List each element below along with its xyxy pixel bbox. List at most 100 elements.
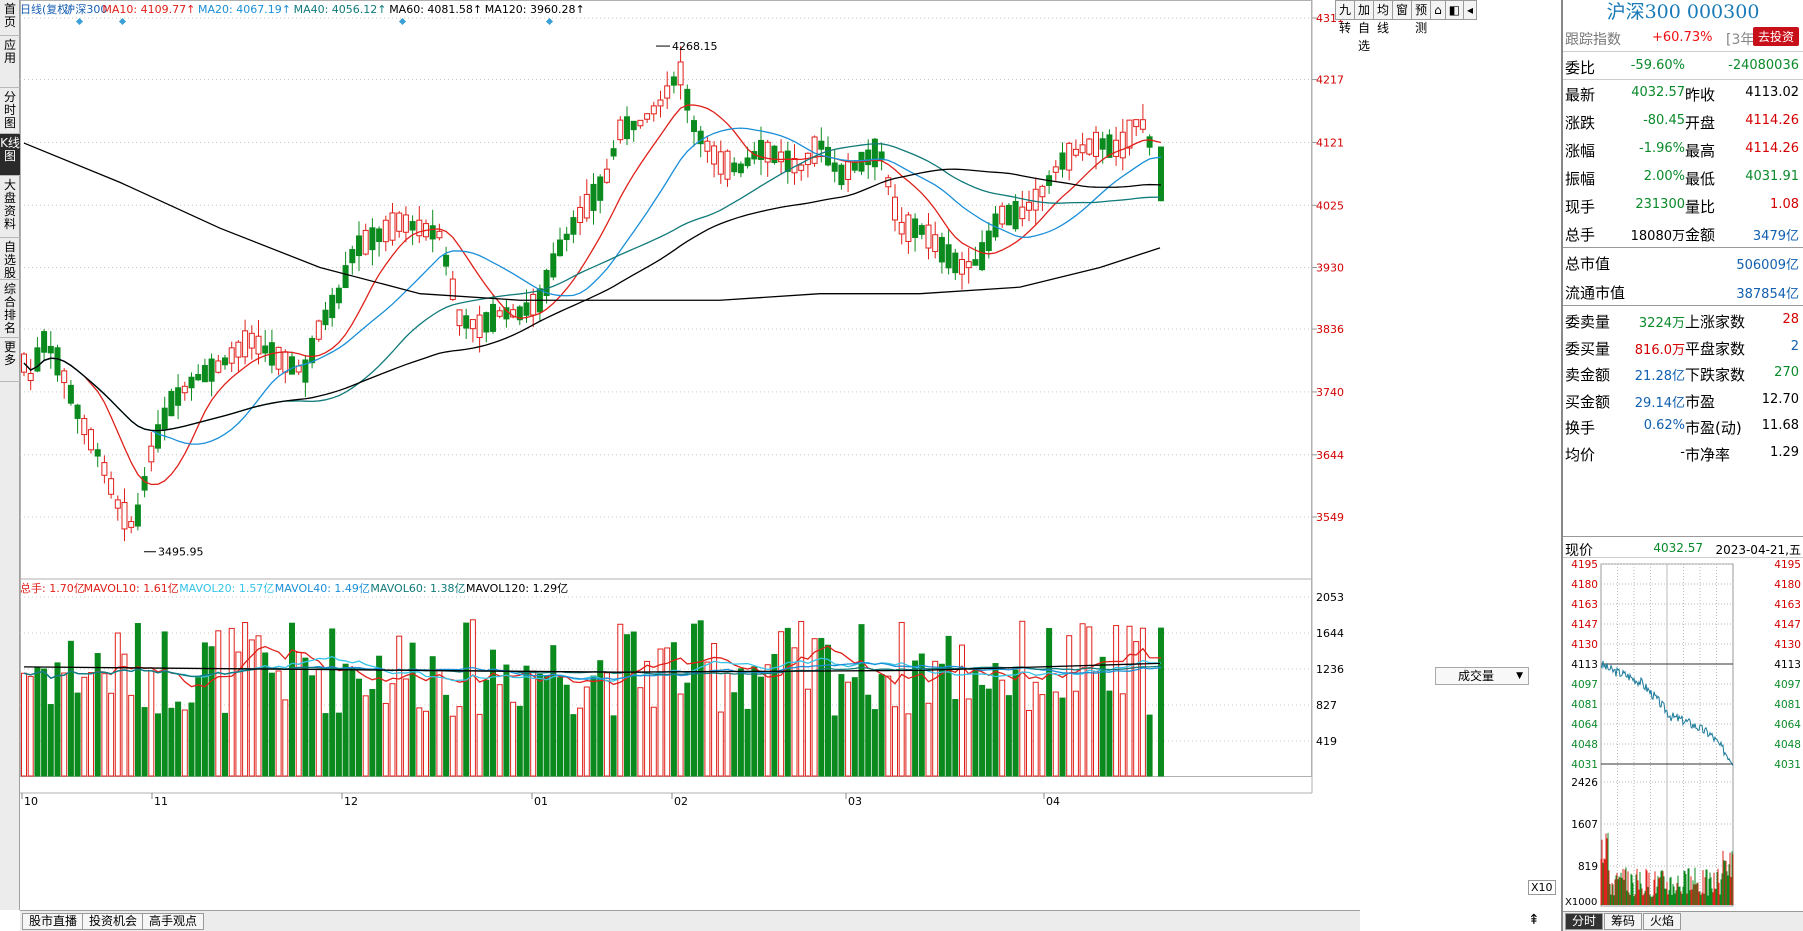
month-label: 04 — [1046, 795, 1060, 808]
candle-body — [429, 225, 436, 240]
quote-label-left-4: 现手 — [1565, 198, 1596, 216]
candle-body — [101, 462, 108, 476]
ma-legend-item-0: 日线(复权) — [20, 2, 73, 16]
left-nav-item-3[interactable]: K线图 — [0, 134, 20, 176]
volume-bar — [771, 653, 778, 777]
stat-value-right-4: 11.68 — [1761, 418, 1799, 433]
candle-body — [898, 221, 905, 235]
mini-left-axis-label: 4097 — [1571, 679, 1598, 691]
mini-tab-1[interactable]: 筹码 — [1604, 913, 1643, 930]
left-nav-item-4[interactable]: 大盘资料 — [0, 176, 20, 238]
toolbar-button-1[interactable]: 加自选 — [1354, 0, 1375, 53]
candle-body — [737, 163, 744, 174]
left-nav-item-5[interactable]: 自选股 — [0, 238, 20, 280]
candle-body — [47, 345, 54, 354]
toolbar-button-7[interactable]: ◂ — [1463, 0, 1478, 20]
volume-bar — [938, 663, 945, 777]
scroll-top-icon[interactable]: ⇞ — [1528, 912, 1540, 928]
left-nav-item-2[interactable]: 分时图 — [0, 88, 20, 134]
volume-bar — [644, 660, 651, 777]
left-nav-item-1[interactable]: 应用 — [0, 36, 20, 88]
mini-right-axis-label: 4031 — [1774, 759, 1801, 771]
candle-body — [335, 287, 342, 304]
volume-bar — [577, 707, 584, 777]
toolbar-button-2[interactable]: 均线 — [1373, 0, 1394, 35]
bottom-tab-0[interactable]: 股市直播 — [22, 913, 85, 930]
tracking-value: +60.73% — [1652, 30, 1713, 45]
kline-chart-area[interactable]: 4311 4217 4121 4025 3930 3836 3740 3644 3549 2053… — [20, 0, 1556, 910]
candle-body — [1052, 166, 1059, 173]
candle-body — [342, 265, 349, 289]
quote-grid: 最新 4032.57 昨收 4113.02 涨跌 -80.45 开盘 4114.26 涨幅 -1.… — [1563, 80, 1803, 248]
volume-bar — [369, 688, 376, 777]
volume-bar — [215, 630, 222, 777]
candle-body — [1113, 139, 1120, 157]
intraday-chart[interactable]: 4195 4195 4180 4180 4163 4163 4147 4147 4130 4130… — [1563, 558, 1803, 910]
mini-left-axis-label: 4081 — [1571, 699, 1598, 711]
mini-right-axis-label: 4130 — [1774, 639, 1801, 651]
candle-body — [456, 309, 463, 327]
left-nav-item-0[interactable]: 首页 — [0, 0, 20, 36]
price-axis-label: 3836 — [1316, 323, 1344, 336]
toolbar-button-4[interactable]: 预测 — [1411, 0, 1432, 35]
volume-bar — [704, 661, 711, 777]
stat-value-left-0: 3224万 — [1638, 316, 1685, 331]
volume-bar — [523, 665, 530, 777]
volume-bar — [483, 679, 490, 777]
left-nav-item-7[interactable]: 更多 — [0, 338, 20, 382]
volume-bar — [67, 640, 74, 777]
volume-bar — [469, 619, 476, 777]
volume-bar — [905, 713, 912, 777]
candle-body — [94, 449, 101, 457]
quote-value-right-1: 4114.26 — [1745, 113, 1799, 128]
candle-body — [945, 244, 952, 269]
candle-body — [309, 337, 316, 364]
volume-bar — [356, 678, 362, 777]
event-marker[interactable] — [545, 17, 554, 26]
volume-bar — [845, 681, 852, 777]
toolbar-button-6[interactable]: ◧ — [1444, 0, 1465, 20]
candle-body — [892, 196, 898, 221]
price-axis-label: 4121 — [1316, 136, 1344, 149]
candle-body — [128, 521, 135, 528]
candle-body — [1072, 148, 1079, 156]
mini-price-value: 4032.57 — [1653, 541, 1703, 555]
mini-chart-header: 现价 4032.57 2023-04-21,五 — [1563, 536, 1803, 559]
mini-tab-2[interactable]: 火焰 — [1643, 913, 1682, 930]
bottom-tab-2[interactable]: 高手观点 — [142, 913, 205, 930]
go-invest-button[interactable]: 去投资 — [1752, 27, 1799, 46]
volume-bar — [670, 642, 677, 777]
toolbar-button-3[interactable]: 窗 — [1392, 0, 1413, 20]
event-marker[interactable] — [118, 17, 127, 26]
volume-bar — [536, 673, 543, 777]
volume-bar — [396, 635, 403, 777]
event-marker[interactable] — [398, 17, 407, 26]
volume-bar — [449, 715, 456, 777]
volume-bars[interactable] — [21, 619, 1164, 777]
candle-body — [603, 168, 610, 183]
kline-chart-svg[interactable]: 4311421741214025393038363740364435492053… — [20, 0, 1360, 910]
stat-label-right-0: 上涨家数 — [1685, 313, 1746, 331]
candles[interactable] — [21, 46, 1164, 542]
left-nav-item-6[interactable]: 综合排名 — [0, 280, 20, 338]
volume-bar — [818, 637, 825, 777]
event-marker[interactable] — [75, 17, 84, 26]
volume-bar — [603, 672, 610, 777]
mini-tab-0[interactable]: 分时 — [1565, 913, 1604, 930]
toolbar-button-5[interactable]: ⌂ — [1430, 0, 1446, 20]
indicator-select[interactable]: 成交量 ▼ — [1435, 667, 1529, 685]
volume-bar — [1012, 669, 1019, 777]
chart-toolbar: 九转 加自选 均线窗预测 ⌂ ◧ ◂ — [1335, 0, 1478, 53]
candle-body — [41, 331, 48, 353]
vol-axis-label: 1236 — [1316, 663, 1344, 676]
candle-body — [684, 88, 691, 111]
volume-bar — [1086, 626, 1093, 777]
volume-bar — [161, 631, 168, 777]
volume-bar — [443, 694, 450, 777]
stat-label-right-1: 平盘家数 — [1685, 339, 1746, 358]
volume-bar — [329, 628, 336, 777]
toolbar-button-0[interactable]: 九转 — [1335, 0, 1356, 35]
price-axis-label: 4217 — [1316, 74, 1344, 87]
bottom-tab-1[interactable]: 投资机会 — [82, 913, 145, 930]
